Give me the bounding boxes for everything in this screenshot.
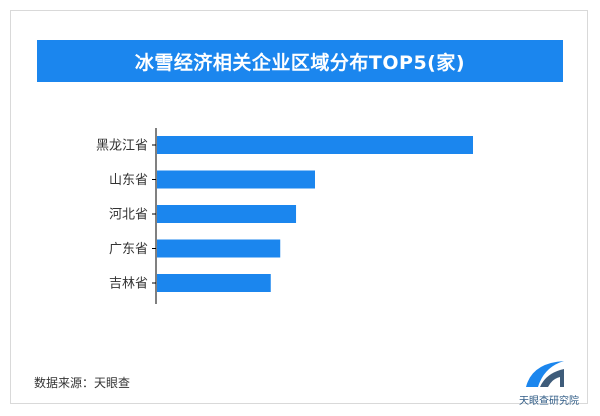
tianyancha-logo-icon xyxy=(526,361,564,387)
bar xyxy=(157,274,271,292)
category-label: 吉林省 xyxy=(109,277,148,292)
category-label: 广东省 xyxy=(109,242,148,257)
data-source: 数据来源：天眼查 xyxy=(34,376,131,390)
bar xyxy=(157,136,473,154)
logo-text: 天眼查研究院 xyxy=(519,396,579,407)
bar xyxy=(157,170,315,189)
title-bar: 冰雪经济相关企业区域分布TOP5(家) xyxy=(37,40,563,82)
logo: 天眼查研究院 xyxy=(514,357,579,407)
bar xyxy=(157,205,297,223)
category-label: 河北省 xyxy=(109,208,148,223)
category-label: 山东省 xyxy=(109,173,148,188)
bar xyxy=(157,239,281,258)
chart-title: 冰雪经济相关企业区域分布TOP5(家) xyxy=(134,51,466,74)
category-label: 黑龙江省 xyxy=(96,139,148,154)
